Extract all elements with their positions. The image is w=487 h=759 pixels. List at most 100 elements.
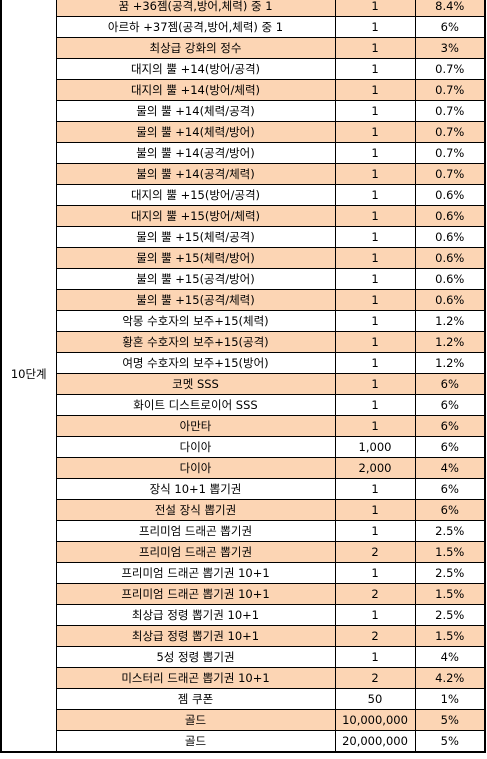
probability-cell: 5% [414,730,486,753]
probability-cell: 0.6% [414,205,486,227]
item-name-cell: 아르하 +37젬(공격,방어,체력) 중 1 [55,16,336,38]
probability-cell: 0.6% [414,247,486,269]
table-row: 물의 뿔 +14(체력/공격) 1 0.7% [1,100,486,122]
probability-cell: 6% [414,478,486,500]
probability-cell: 1.5% [414,583,486,605]
quantity-cell: 1 [334,415,416,437]
item-name-cell: 프리미엄 드래곤 뽑기권 10+1 [55,562,336,584]
quantity-cell: 1 [334,373,416,395]
probability-cell: 0.7% [414,79,486,101]
probability-cell: 6% [414,499,486,521]
quantity-cell: 1 [334,520,416,542]
quantity-cell: 1 [334,604,416,626]
quantity-cell: 1 [334,478,416,500]
quantity-cell: 1 [334,562,416,584]
table-row: 프리미엄 드래곤 뽑기권 10+1 2 1.5% [1,583,486,605]
probability-cell: 1.2% [414,331,486,353]
quantity-cell: 2 [334,541,416,563]
quantity-cell: 2 [334,583,416,605]
quantity-cell: 1 [334,121,416,143]
probability-cell: 1% [414,688,486,710]
table-row: 골드 20,000,000 5% [1,730,486,753]
item-name-cell: 전설 장식 뽑기권 [55,499,336,521]
item-name-cell: 코멧 SSS [55,373,336,395]
item-name-cell: 골드 [55,730,336,753]
quantity-cell: 1 [334,646,416,668]
table-row: 불의 뿔 +14(공격/방어) 1 0.7% [1,142,486,164]
quantity-cell: 1 [334,184,416,206]
probability-cell: 4% [414,646,486,668]
item-name-cell: 5성 정령 뽑기권 [55,646,336,668]
item-name-cell: 악몽 수호자의 보주+15(체력) [55,310,336,332]
table-row: 미스터리 드래곤 뽑기권 10+1 2 4.2% [1,667,486,689]
table-row: 프리미엄 드래곤 뽑기권 1 2.5% [1,520,486,542]
probability-cell: 0.6% [414,289,486,311]
item-name-cell: 물의 뿔 +14(체력/방어) [55,121,336,143]
probability-cell: 8.4% [414,0,486,17]
table-row: 다이아 1,000 6% [1,436,486,458]
quantity-cell: 2 [334,667,416,689]
item-name-cell: 대지의 뿔 +15(방어/체력) [55,205,336,227]
probability-cell: 0.7% [414,142,486,164]
probability-cell: 1.5% [414,541,486,563]
table-row: 최상급 정령 뽑기권 10+1 2 1.5% [1,625,486,647]
item-name-cell: 미스터리 드래곤 뽑기권 10+1 [55,667,336,689]
item-name-cell: 프리미엄 드래곤 뽑기권 10+1 [55,583,336,605]
probability-cell: 3% [414,37,486,59]
probability-cell: 0.6% [414,226,486,248]
stage-label: 10단계 [0,0,57,753]
item-name-cell: 꿈 +36젬(공격,방어,체력) 중 1 [55,0,336,17]
quantity-cell: 2,000 [334,457,416,479]
quantity-cell: 50 [334,688,416,710]
table-row: 대지의 뿔 +15(방어/체력) 1 0.6% [1,205,486,227]
table-row: 화이트 디스트로이어 SSS 1 6% [1,394,486,416]
quantity-cell: 20,000,000 [334,730,416,753]
item-name-cell: 불의 뿔 +15(공격/체력) [55,289,336,311]
probability-cell: 6% [414,436,486,458]
probability-cell: 2.5% [414,562,486,584]
table-row: 대지의 뿔 +14(방어/공격) 1 0.7% [1,58,486,80]
quantity-cell: 1 [334,247,416,269]
probability-cell: 5% [414,709,486,731]
quantity-cell: 1 [334,205,416,227]
item-name-cell: 물의 뿔 +14(체력/공격) [55,100,336,122]
table-row: 물의 뿔 +15(체력/방어) 1 0.6% [1,247,486,269]
table-row: 아만타 1 6% [1,415,486,437]
item-name-cell: 대지의 뿔 +14(방어/공격) [55,58,336,80]
quantity-cell: 1 [334,310,416,332]
quantity-cell: 1 [334,226,416,248]
quantity-cell: 1 [334,268,416,290]
quantity-cell: 10,000,000 [334,709,416,731]
probability-cell: 4.2% [414,667,486,689]
item-name-cell: 여명 수호자의 보주+15(방어) [55,352,336,374]
table-row: 물의 뿔 +15(체력/공격) 1 0.6% [1,226,486,248]
probability-cell: 2.5% [414,604,486,626]
quantity-cell: 1 [334,58,416,80]
item-name-cell: 불의 뿔 +14(공격/방어) [55,142,336,164]
quantity-cell: 1 [334,100,416,122]
probability-cell: 0.7% [414,163,486,185]
item-name-cell: 최상급 정령 뽑기권 10+1 [55,625,336,647]
table-row: 황혼 수호자의 보주+15(공격) 1 1.2% [1,331,486,353]
item-name-cell: 장식 10+1 뽑기권 [55,478,336,500]
item-name-cell: 물의 뿔 +15(체력/공격) [55,226,336,248]
probability-cell: 2.5% [414,520,486,542]
table-row: 아르하 +37젬(공격,방어,체력) 중 1 1 6% [1,16,486,38]
probability-cell: 1.2% [414,352,486,374]
probability-cell: 1.2% [414,310,486,332]
probability-cell: 0.6% [414,184,486,206]
item-name-cell: 젬 쿠폰 [55,688,336,710]
item-name-cell: 다이아 [55,457,336,479]
table-row: 장식 10+1 뽑기권 1 6% [1,478,486,500]
table-row: 물의 뿔 +14(체력/방어) 1 0.7% [1,121,486,143]
quantity-cell: 1 [334,289,416,311]
quantity-cell: 1,000 [334,436,416,458]
table-row: 전설 장식 뽑기권 1 6% [1,499,486,521]
quantity-cell: 2 [334,625,416,647]
table-row: 최상급 강화의 정수 1 3% [1,37,486,59]
probability-cell: 0.7% [414,58,486,80]
table-row: 대지의 뿔 +15(방어/공격) 1 0.6% [1,184,486,206]
probability-cell: 1.5% [414,625,486,647]
table-row: 코멧 SSS 1 6% [1,373,486,395]
